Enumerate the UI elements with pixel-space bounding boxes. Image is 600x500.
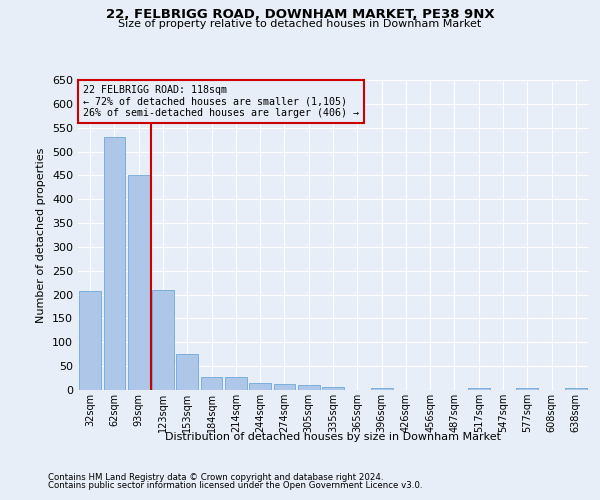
Y-axis label: Number of detached properties: Number of detached properties: [37, 148, 46, 322]
Text: 22 FELBRIGG ROAD: 118sqm
← 72% of detached houses are smaller (1,105)
26% of sem: 22 FELBRIGG ROAD: 118sqm ← 72% of detach…: [83, 84, 359, 118]
Bar: [128, 175, 149, 390]
Bar: [517, 388, 538, 390]
Text: 22, FELBRIGG ROAD, DOWNHAM MARKET, PE38 9NX: 22, FELBRIGG ROAD, DOWNHAM MARKET, PE38 …: [106, 8, 494, 20]
Bar: [371, 388, 392, 390]
Bar: [79, 292, 101, 390]
Text: Distribution of detached houses by size in Downham Market: Distribution of detached houses by size …: [165, 432, 501, 442]
Text: Contains public sector information licensed under the Open Government Licence v3: Contains public sector information licen…: [48, 481, 422, 490]
Bar: [104, 137, 125, 390]
Bar: [468, 388, 490, 390]
Bar: [152, 290, 174, 390]
Bar: [200, 377, 223, 390]
Bar: [565, 388, 587, 390]
Bar: [225, 377, 247, 390]
Text: Size of property relative to detached houses in Downham Market: Size of property relative to detached ho…: [118, 19, 482, 29]
Bar: [249, 383, 271, 390]
Bar: [298, 385, 320, 390]
Bar: [176, 354, 198, 390]
Bar: [322, 386, 344, 390]
Text: Contains HM Land Registry data © Crown copyright and database right 2024.: Contains HM Land Registry data © Crown c…: [48, 472, 383, 482]
Bar: [274, 384, 295, 390]
